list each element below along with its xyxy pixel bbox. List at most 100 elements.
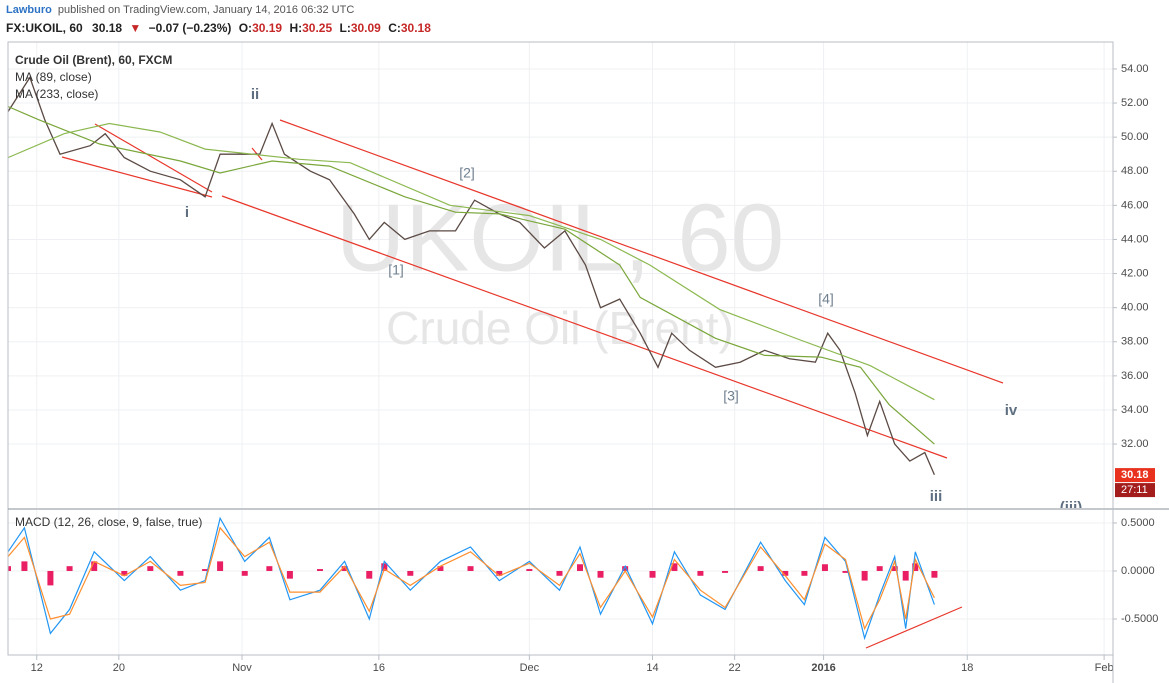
ohlc-value: 30.18 [401, 21, 431, 35]
last-price-box [1115, 468, 1155, 483]
histogram-bar [757, 566, 764, 571]
ohlc-label: L: [339, 21, 350, 35]
histogram-bar [366, 570, 373, 579]
histogram-bar [649, 570, 656, 578]
series-line [8, 516, 935, 641]
trendline [94, 123, 213, 193]
histogram-bar [147, 566, 154, 571]
wave-label: iv [1005, 402, 1018, 419]
histogram-bar [597, 570, 604, 578]
x-tick-label: 20 [113, 662, 125, 674]
histogram-bar [842, 570, 849, 573]
histogram-bar [912, 563, 919, 571]
last-price-label: 30.18 [1121, 469, 1149, 481]
histogram-bar [47, 570, 54, 586]
ohlc-label: H: [289, 21, 302, 35]
y-tick-label: 36.00 [1121, 370, 1149, 382]
y-tick-label: 48.00 [1121, 165, 1149, 177]
y-tick-label: 42.00 [1121, 267, 1149, 279]
watermark-subtitle: Crude Oil (Brent) [386, 302, 734, 354]
histogram-bar [91, 561, 98, 571]
wave-label: [1] [388, 262, 404, 278]
histogram-bar [671, 563, 678, 571]
histogram-bar [861, 570, 868, 581]
trendline [221, 195, 948, 459]
y-tick-label: -0.5000 [1121, 613, 1158, 625]
histogram-bar [202, 569, 209, 571]
y-tick-label: 52.00 [1121, 97, 1149, 109]
histogram-bar [876, 566, 883, 571]
y-tick-label: 44.00 [1121, 233, 1149, 245]
histogram-bar [782, 570, 789, 576]
ohlc-label: O: [239, 21, 252, 35]
histogram-bar [266, 566, 273, 571]
y-tick-label: 54.00 [1121, 63, 1149, 75]
histogram-bar [217, 561, 224, 571]
wave-label: [3] [723, 388, 739, 404]
histogram-bar [891, 566, 898, 571]
wave-label: i [185, 204, 189, 221]
trendline [61, 156, 213, 198]
histogram-bar [902, 570, 909, 581]
y-tick-label: 40.00 [1121, 302, 1149, 314]
ticker-line: FX:UKOIL, 60 30.18 ▼ −0.07 (−0.23%) O:30… [6, 21, 431, 35]
histogram-bar [241, 570, 248, 576]
histogram-bar [577, 564, 583, 571]
histogram-bar [121, 570, 128, 576]
y-tick-label: 50.00 [1121, 131, 1149, 143]
header-line: Lawburo published on TradingView.com, Ja… [6, 4, 354, 16]
last: 30.18 [92, 21, 122, 35]
macd-pane [8, 516, 938, 641]
y-tick-label: 38.00 [1121, 336, 1149, 348]
ohlc-value: 30.19 [252, 21, 282, 35]
histogram-bar [722, 570, 729, 573]
trendline [279, 119, 1004, 384]
axes: 12 20 Nov 16 Dec 14 22 2016 18 Feb 32.00 34.00 36.00… [31, 63, 1159, 674]
legend-entry: MA (89, close) [15, 70, 92, 84]
arrow: ▼ [129, 21, 141, 35]
series-line [8, 122, 935, 401]
ohlc-value: 30.09 [351, 21, 381, 35]
histogram-bar [931, 570, 938, 578]
histogram-bar [407, 570, 414, 576]
ohlc-label: C: [388, 21, 401, 35]
countdown-label: 27:11 [1121, 484, 1148, 496]
x-tick-label: 18 [961, 662, 973, 674]
macd-trendline [865, 606, 963, 649]
x-tick-label: 12 [31, 662, 43, 674]
ohlc-value: 30.25 [302, 21, 332, 35]
histogram-bar [467, 566, 474, 571]
x-tick-label: Feb [1095, 662, 1114, 674]
y-tick-label: 34.00 [1121, 404, 1149, 416]
series-line [8, 105, 935, 445]
wave-label: [2] [459, 165, 475, 181]
histogram-bar [556, 570, 563, 576]
legend-entry: MA (233, close) [15, 87, 98, 101]
countdown-box [1115, 483, 1155, 498]
histogram-bar [697, 570, 704, 576]
histogram-bar [526, 569, 533, 571]
author[interactable]: Lawburo [6, 4, 52, 16]
y-tick-label: 0.0000 [1121, 565, 1155, 577]
y-tick-label: 0.5000 [1121, 517, 1155, 529]
x-tick-label: 16 [373, 662, 385, 674]
histogram-bar [437, 566, 444, 571]
wave-label: iii [930, 488, 943, 505]
x-tick-label: 2016 [811, 662, 835, 674]
x-tick-label: 14 [646, 662, 658, 674]
wave-label: [4] [818, 291, 834, 307]
histogram-bar [622, 566, 629, 571]
wave-label: (iii) [1060, 499, 1083, 516]
symbol: FX:UKOIL, 60 [6, 21, 83, 35]
trendlines [61, 119, 1004, 459]
y-tick-label: 32.00 [1121, 438, 1149, 450]
x-tick-label: Nov [232, 662, 252, 674]
grid [8, 42, 1113, 655]
histogram-bar [801, 570, 808, 576]
histogram-bar [21, 561, 28, 571]
histogram-bar [317, 569, 323, 571]
histogram-bar [177, 570, 184, 576]
x-tick-label: Dec [520, 662, 540, 674]
